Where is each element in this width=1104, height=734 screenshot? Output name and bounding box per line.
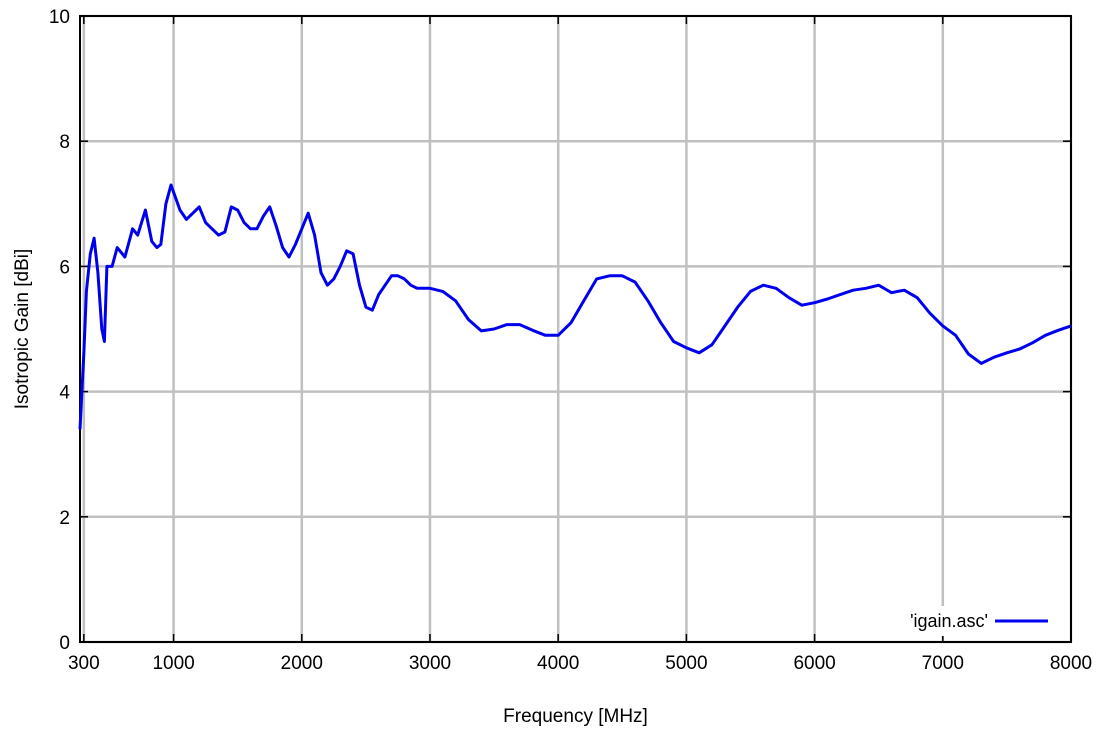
x-tick-label: 4000 [537,653,579,674]
x-tick-label: 3000 [409,653,451,674]
x-tick-label: 6000 [793,653,835,674]
series-layer [78,183,1072,430]
x-tick-label: 5000 [665,653,707,674]
x-tick-label: 1000 [152,653,194,674]
y-tick-label: 6 [59,257,70,278]
legend: 'igain.asc' [868,606,1058,636]
x-tick-label: 2000 [281,653,323,674]
x-tick-labels: 300 1000 2000 3000 4000 5000 6000 7000 8000 [68,653,1092,674]
x-tick-label: 300 [68,653,100,674]
y-tick-label: 10 [49,7,70,28]
x-axis-label: Frequency [MHz] [503,706,648,727]
y-tick-label: 0 [59,633,70,654]
x-tick-label: 8000 [1050,653,1092,674]
y-tick-label: 2 [59,508,70,529]
y-tick-label: 4 [59,383,70,404]
series-line-igain [78,183,1072,430]
y-tick-labels: 0 2 4 6 8 10 [49,7,71,654]
y-axis-label: Isotropic Gain [dBi] [12,249,33,410]
tick-marks [80,15,1072,643]
legend-label: 'igain.asc' [910,611,988,631]
y-tick-label: 8 [59,132,70,153]
x-tick-label: 7000 [922,653,964,674]
plot-frame [79,15,1072,643]
grid-lines [80,14,1073,644]
